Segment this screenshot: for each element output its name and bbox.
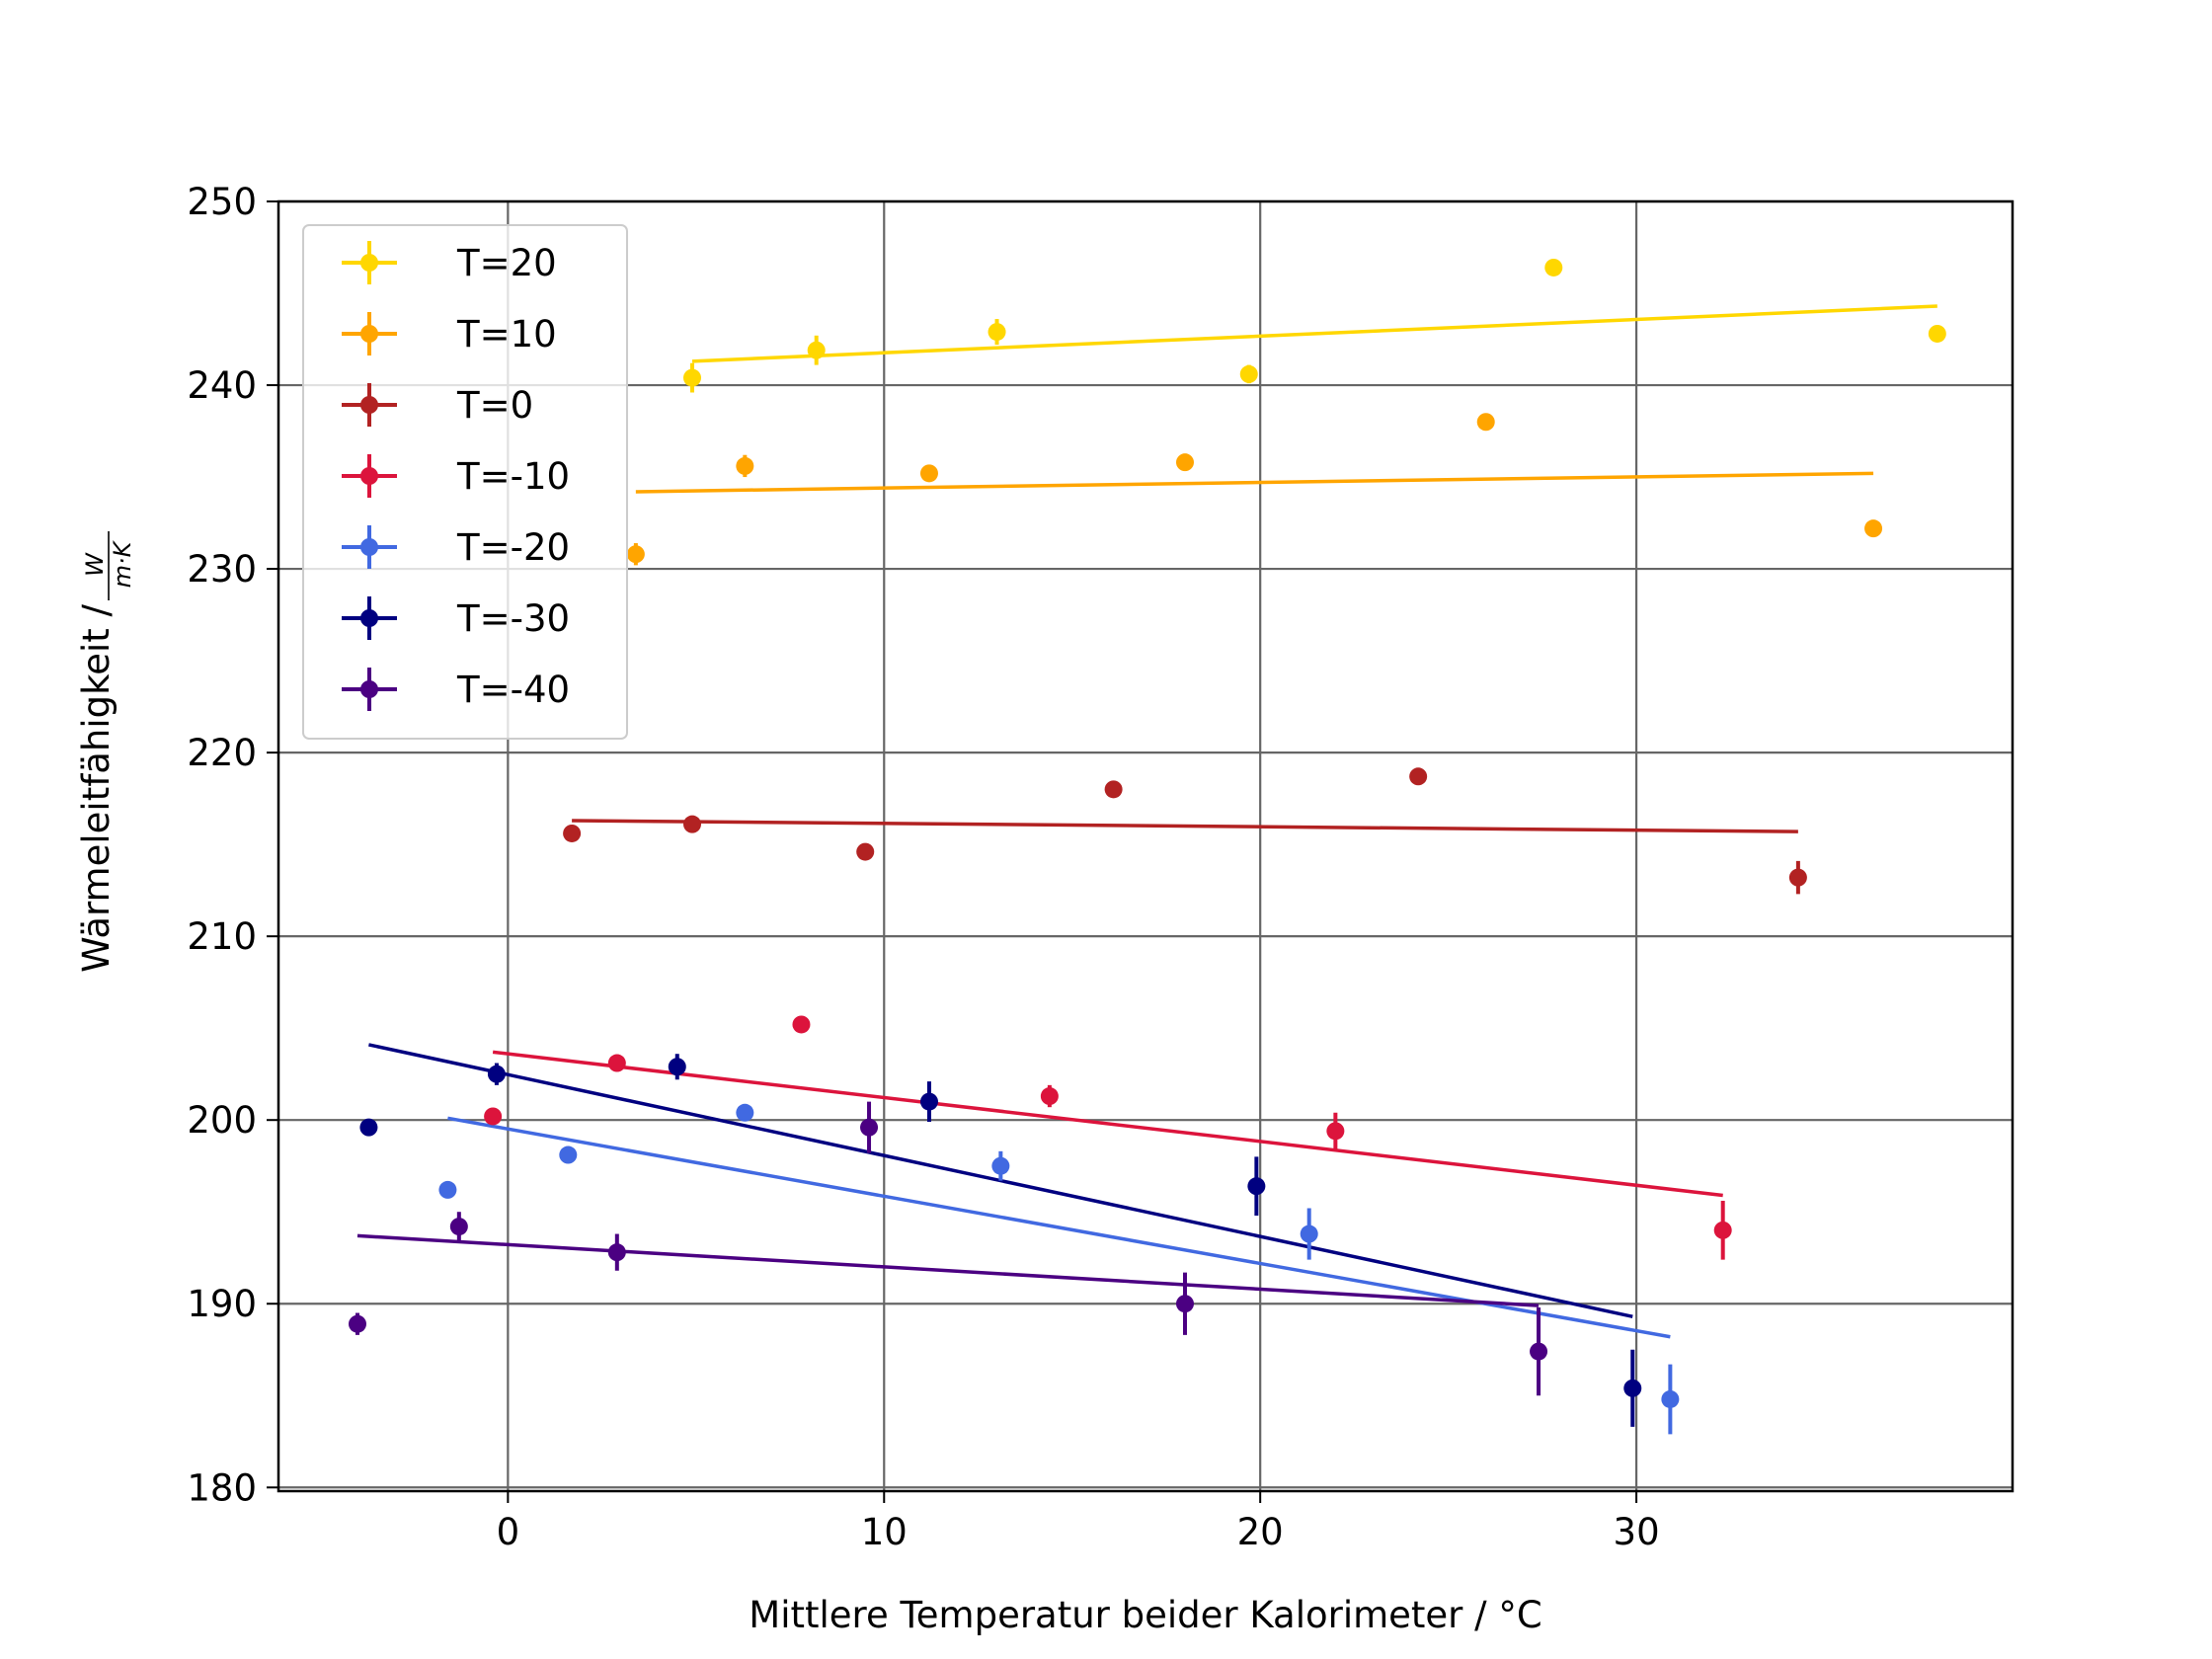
data-points [348,258,1946,1435]
data-point [1623,1379,1642,1397]
data-point [1040,1087,1059,1106]
data-point [1476,413,1495,432]
fit-line [356,1233,1540,1307]
y-tick-label: 240 [187,364,257,407]
data-point [988,323,1006,342]
data-point [1247,1177,1266,1196]
data-point [1239,364,1258,383]
legend-marker-dot [360,467,378,485]
plot-frame [276,199,2014,1493]
data-point [487,1065,506,1083]
y-tick-label: 250 [187,181,257,223]
legend: T=20 T=10 T=0 T=-10 T=-20 T=-30 T=-40 [302,224,628,740]
legend-label: T=-10 [456,455,570,498]
data-point [607,1243,626,1262]
fit-line [492,1050,1723,1198]
data-point [1530,1342,1548,1361]
data-point [792,1015,811,1034]
data-point [1661,1389,1680,1408]
axis-ticks: 0 10 20 30 180 190 200 210 220 230 240 250 [187,181,1659,1553]
legend-item: T=-30 [342,596,570,640]
data-point [1175,1295,1194,1313]
data-point [449,1218,468,1236]
data-point [1544,258,1563,276]
y-tick-label: 210 [187,915,257,958]
legend-label: T=10 [456,313,557,356]
legend-box [302,224,628,740]
y-tick-label: 190 [187,1283,257,1325]
x-tick-label: 30 [1614,1511,1660,1553]
data-point [1175,453,1194,472]
data-point [919,464,938,483]
x-tick-label: 10 [861,1511,908,1553]
y-axis-label: Wärmeleitfähigkeit / W m·K [75,531,136,973]
data-point [563,824,582,842]
legend-item: T=20 [342,241,557,284]
data-point [860,1118,879,1137]
data-point [1326,1122,1345,1141]
legend-marker-dot [360,609,378,627]
legend-label: T=20 [456,242,557,284]
fit-line [635,471,1874,494]
y-tick-label: 230 [187,548,257,591]
legend-label: T=0 [456,384,533,427]
legend-item: T=-40 [342,668,570,711]
data-point [559,1146,578,1164]
data-point [668,1058,686,1076]
fit-line [691,304,1937,363]
legend-marker-dot [360,325,378,343]
x-tick-label: 0 [497,1511,520,1553]
data-point [683,368,702,387]
legend-label: T=-20 [456,526,570,569]
y-tick-label: 180 [187,1466,257,1509]
legend-item: T=0 [342,383,533,427]
y-axis-unit-numerator: W [81,552,109,577]
data-point [484,1107,503,1126]
legend-marker-dot [360,396,378,414]
y-axis-unit-denominator: m·K [109,539,136,588]
data-point [359,1118,378,1137]
data-point [348,1314,366,1333]
data-point [1788,868,1807,887]
legend-item: T=-20 [342,525,570,569]
data-point [438,1180,457,1199]
data-point [683,815,702,833]
legend-label: T=-30 [456,597,570,640]
fit-line [572,819,1798,833]
data-point [1104,780,1123,799]
data-point [1713,1221,1732,1239]
data-point [607,1054,626,1072]
data-point [919,1092,938,1111]
data-point [991,1156,1010,1175]
x-axis-label: Mittlere Temperatur beider Kalorimeter /… [749,1594,1541,1636]
legend-item: T=10 [342,312,557,356]
data-point [1928,324,1946,343]
y-tick-label: 200 [187,1099,257,1142]
y-tick-label: 220 [187,732,257,774]
data-point [736,1103,754,1122]
data-point [1300,1224,1318,1243]
legend-marker-dot [360,254,378,272]
y-axis-label-text: Wärmeleitfähigkeit / [75,603,118,972]
data-point [1409,767,1428,786]
data-point [856,842,875,861]
legend-item: T=-10 [342,454,570,498]
x-tick-label: 20 [1237,1511,1284,1553]
legend-marker-dot [360,538,378,556]
data-point [626,545,645,564]
data-point [736,456,754,475]
legend-marker-dot [360,680,378,698]
data-point [1864,519,1883,538]
legend-label: T=-40 [456,669,570,711]
data-point [807,341,826,359]
